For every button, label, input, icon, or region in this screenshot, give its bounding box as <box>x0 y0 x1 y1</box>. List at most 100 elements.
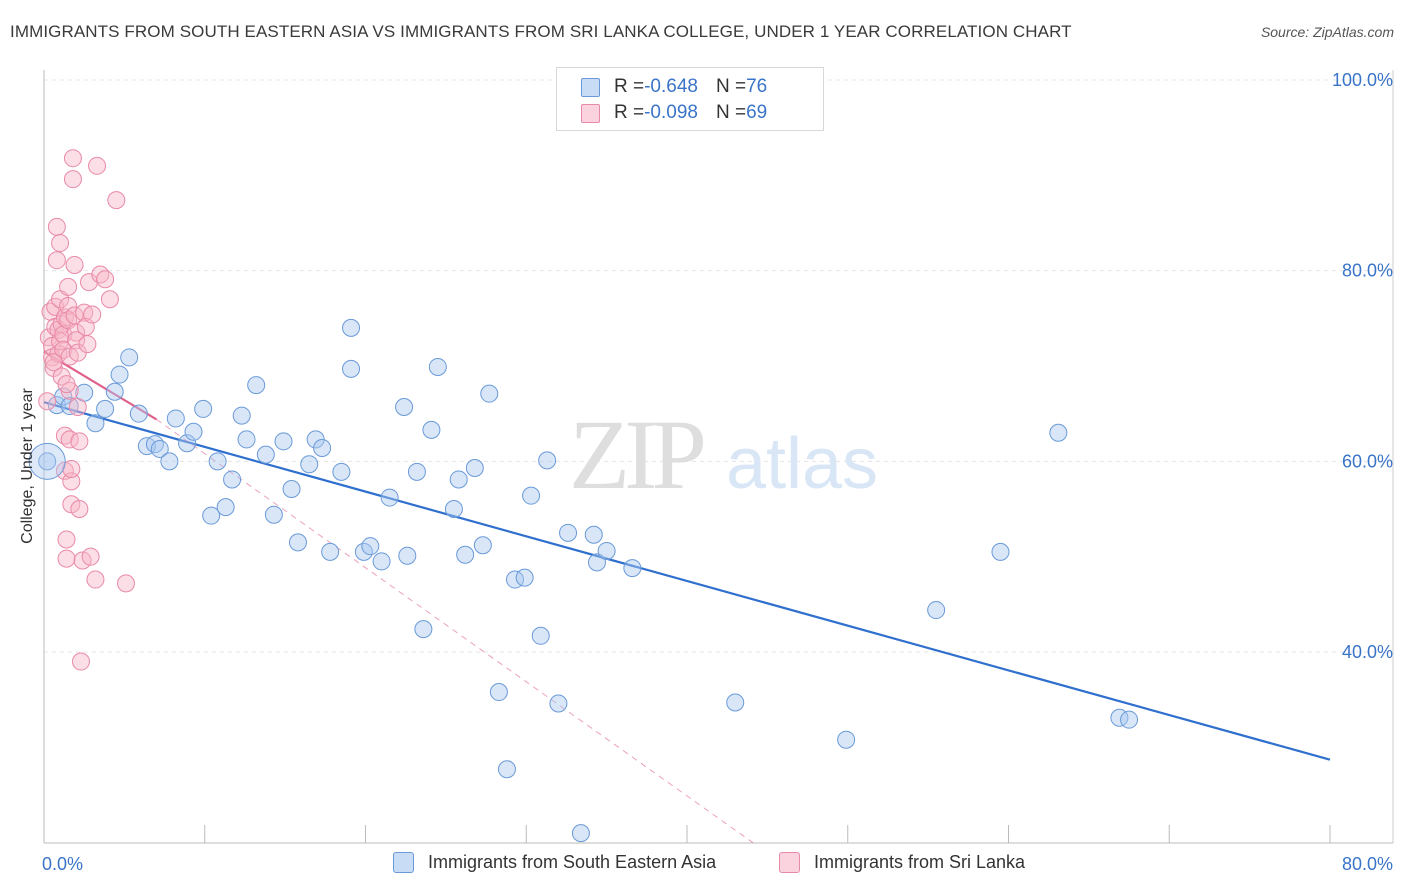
legend-row-south-eastern-asia: R = -0.648 N = 76 <box>581 75 767 99</box>
point-south-eastern-asia <box>129 404 148 423</box>
y-tick-label: 100.0% <box>1332 70 1393 90</box>
watermark-atlas: atlas <box>726 424 878 504</box>
point-south-eastern-asia <box>726 693 745 712</box>
grid-lines <box>44 79 1393 653</box>
point-south-eastern-asia <box>549 694 568 713</box>
trend-line-sri-lanka <box>43 350 158 421</box>
point-south-eastern-asia <box>456 545 475 564</box>
point-sri-lanka <box>59 296 78 315</box>
point-south-eastern-asia <box>395 398 414 417</box>
point-sri-lanka <box>70 432 89 451</box>
point-sri-lanka <box>81 547 100 566</box>
legend-n-label: N = <box>715 102 747 123</box>
legend-n-value: 69 <box>746 102 768 123</box>
legend-n-label: N = <box>715 76 747 97</box>
legend-item-sri-lanka: Immigrants from Sri Lanka <box>779 852 1025 873</box>
point-south-eastern-asia <box>202 506 221 525</box>
point-south-eastern-asia <box>184 422 203 441</box>
point-south-eastern-asia <box>465 459 484 478</box>
y-tick-label: 60.0% <box>1342 451 1393 471</box>
legend-r-label: R = <box>614 102 645 123</box>
point-south-eastern-asia <box>110 365 129 384</box>
point-south-eastern-asia <box>559 523 578 542</box>
point-south-eastern-asia <box>300 455 319 474</box>
point-south-eastern-asia-large <box>28 442 66 480</box>
point-south-eastern-asia <box>837 730 856 749</box>
point-south-eastern-asia <box>538 451 557 470</box>
series-legend: Immigrants from South Eastern Asia Immig… <box>0 852 1406 876</box>
legend-label: Immigrants from Sri Lanka <box>814 852 1026 872</box>
point-south-eastern-asia <box>489 683 508 702</box>
trend-line-south-eastern-asia <box>43 401 1331 761</box>
point-sri-lanka <box>67 323 86 342</box>
point-sri-lanka <box>63 170 82 189</box>
tick-labels: 40.0% 60.0% 80.0% 100.0% 0.0% 80.0% <box>42 70 1393 874</box>
point-south-eastern-asia <box>515 568 534 587</box>
point-south-eastern-asia <box>96 399 115 418</box>
point-sri-lanka <box>78 335 97 354</box>
point-south-eastern-asia <box>361 537 380 556</box>
correlation-legend: R = -0.648 N = 76 R = -0.098 N = 69 <box>556 67 824 131</box>
y-tick-label: 40.0% <box>1342 642 1393 662</box>
point-south-eastern-asia <box>372 552 391 571</box>
point-sri-lanka <box>62 472 81 491</box>
point-sri-lanka <box>47 251 66 270</box>
point-south-eastern-asia <box>194 399 213 418</box>
point-sri-lanka <box>62 459 81 478</box>
point-south-eastern-asia <box>497 760 516 779</box>
point-south-eastern-asia <box>237 430 256 449</box>
point-south-eastern-asia <box>571 824 590 843</box>
point-south-eastern-asia <box>480 384 499 403</box>
point-south-eastern-asia <box>145 435 164 454</box>
point-south-eastern-asia <box>1049 423 1068 442</box>
point-south-eastern-asia <box>623 559 642 578</box>
point-south-eastern-asia <box>166 409 185 428</box>
point-south-eastern-asia <box>216 498 235 517</box>
point-sri-lanka <box>116 574 135 593</box>
trend-lines <box>43 350 1331 844</box>
point-sri-lanka <box>57 530 76 549</box>
point-south-eastern-asia <box>313 438 332 457</box>
legend-swatch-blue <box>393 852 414 873</box>
x-tick-label: 0.0% <box>42 854 83 874</box>
legend-r-value: -0.648 <box>644 76 698 97</box>
legend-swatch-blue <box>581 77 600 97</box>
legend-row-sri-lanka: R = -0.098 N = 69 <box>581 101 767 125</box>
point-south-eastern-asia <box>332 462 351 481</box>
point-south-eastern-asia <box>407 462 426 481</box>
point-south-eastern-asia <box>256 445 275 464</box>
point-south-eastern-asia <box>321 542 340 561</box>
point-south-eastern-asia <box>38 452 57 471</box>
point-south-eastern-asia <box>150 439 169 458</box>
point-sri-lanka <box>51 234 70 253</box>
point-south-eastern-asia <box>178 434 197 453</box>
point-south-eastern-asia <box>473 536 492 555</box>
legend-r-label: R = <box>614 76 645 97</box>
watermark-zip: ZIP <box>569 399 703 510</box>
x-tick-label: 80.0% <box>1342 854 1393 874</box>
point-south-eastern-asia <box>531 626 550 645</box>
point-south-eastern-asia <box>282 479 301 498</box>
axes <box>43 70 1394 844</box>
point-south-eastern-asia <box>105 382 124 401</box>
watermark: ZIP atlas <box>569 399 878 510</box>
point-sri-lanka <box>96 270 115 289</box>
point-south-eastern-asia <box>597 541 616 560</box>
point-south-eastern-asia <box>444 500 463 519</box>
trend-extension-sri-lanka <box>156 418 754 844</box>
point-sri-lanka <box>65 255 84 274</box>
point-south-eastern-asia <box>120 348 139 367</box>
point-south-eastern-asia <box>380 488 399 507</box>
point-sri-lanka <box>54 340 73 359</box>
legend-label: Immigrants from South Eastern Asia <box>428 852 717 872</box>
point-south-eastern-asia <box>232 406 251 425</box>
point-south-eastern-asia <box>86 414 105 433</box>
point-south-eastern-asia <box>584 525 603 544</box>
point-south-eastern-asia <box>342 359 361 378</box>
point-sri-lanka <box>70 500 89 519</box>
point-south-eastern-asia <box>342 318 361 337</box>
legend-swatch-pink <box>581 103 600 123</box>
legend-swatch-pink <box>779 852 800 873</box>
legend-n-value: 76 <box>746 76 768 97</box>
